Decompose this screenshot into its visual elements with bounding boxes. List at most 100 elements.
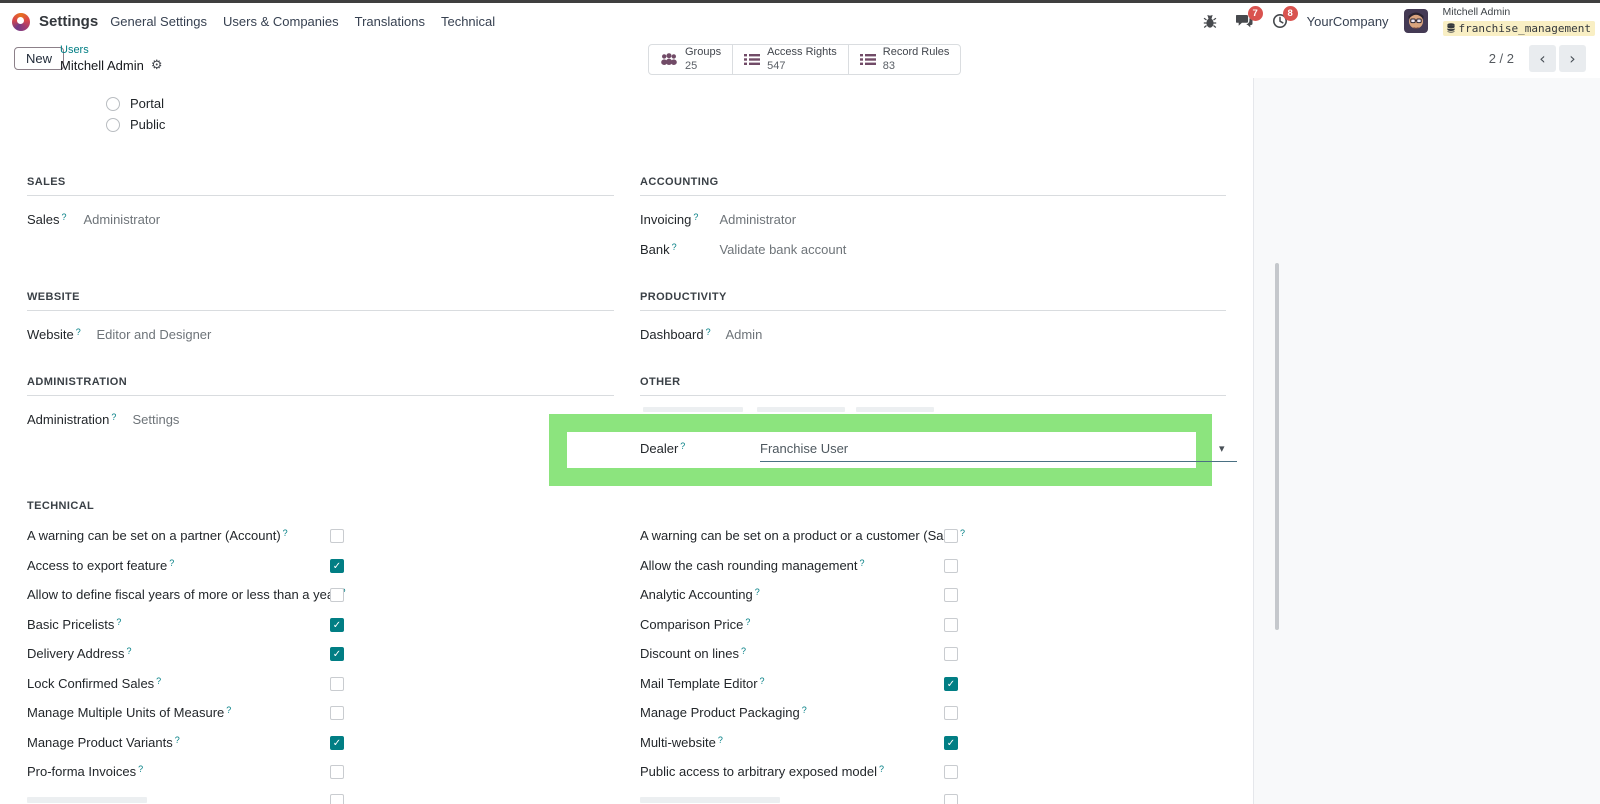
- help-marker[interactable]: ?: [116, 616, 122, 627]
- odoo-app-icon[interactable]: [12, 12, 30, 31]
- menu-general-settings[interactable]: General Settings: [110, 14, 208, 29]
- checkbox-checked[interactable]: [330, 558, 344, 573]
- section-title-other: OTHER: [640, 376, 1226, 396]
- help-marker[interactable]: ?: [693, 212, 699, 222]
- dealer-input[interactable]: Franchise User: [760, 441, 849, 456]
- help-marker[interactable]: ?: [169, 557, 175, 568]
- technical-setting-label: A warning can be set on a partner (Accou…: [27, 528, 281, 543]
- top-navbar: Settings General Settings Users & Compan…: [0, 3, 1600, 40]
- field-value[interactable]: Editor and Designer: [96, 327, 212, 342]
- vertical-scrollbar[interactable]: [1275, 263, 1279, 630]
- field-value[interactable]: Settings: [132, 412, 180, 427]
- pager-text: 2 / 2: [1488, 51, 1514, 66]
- checkbox-unchecked[interactable]: [944, 529, 958, 543]
- technical-setting-row: Manage Multiple Units of Measure?: [27, 703, 407, 723]
- help-marker[interactable]: ?: [879, 764, 885, 774]
- help-marker[interactable]: ?: [671, 242, 677, 252]
- messages-icon[interactable]: 7: [1235, 6, 1263, 30]
- technical-setting-label: Basic Pricelists: [27, 616, 115, 632]
- user-avatar[interactable]: [1403, 9, 1428, 34]
- company-switcher[interactable]: YourCompany: [1306, 13, 1389, 29]
- activities-clock-icon[interactable]: 8: [1270, 6, 1298, 30]
- help-marker[interactable]: ?: [680, 441, 686, 451]
- checkbox-unchecked[interactable]: [330, 529, 344, 543]
- stat-value: 83: [882, 59, 896, 72]
- checkbox-checked[interactable]: [330, 647, 344, 661]
- checkbox-unchecked[interactable]: [330, 588, 344, 602]
- checkbox-checked[interactable]: [330, 617, 344, 632]
- database-badge: franchise_management: [1442, 20, 1595, 36]
- user-type-option-public: Public: [106, 117, 165, 132]
- pager-next-button[interactable]: ›: [1559, 45, 1586, 72]
- checkbox-unchecked[interactable]: [944, 794, 958, 804]
- field-label: Website: [27, 327, 74, 342]
- stat-buttons: Groups 25 Access Rights 547 Record Rules…: [648, 44, 962, 75]
- help-marker[interactable]: ?: [705, 327, 711, 337]
- help-marker[interactable]: ?: [859, 557, 865, 568]
- help-marker[interactable]: ?: [138, 764, 144, 774]
- window-top-strip: [0, 0, 1600, 3]
- form-sheet: Portal Public SALES Sales? Administrator…: [0, 78, 1253, 804]
- technical-setting-label: A warning can be set on a product or a c…: [640, 528, 958, 543]
- menu-users-companies[interactable]: Users & Companies: [223, 14, 339, 29]
- section-title-administration: ADMINISTRATION: [27, 376, 614, 396]
- radio-label: Public: [130, 116, 166, 132]
- help-marker[interactable]: ?: [741, 646, 747, 656]
- help-marker[interactable]: ?: [801, 705, 807, 715]
- help-marker[interactable]: ?: [759, 675, 765, 686]
- help-marker[interactable]: ?: [717, 734, 723, 745]
- checkbox-checked[interactable]: [330, 735, 344, 750]
- breadcrumb-users-link[interactable]: Users: [60, 44, 89, 56]
- checkbox-unchecked[interactable]: [944, 588, 958, 602]
- checkbox-unchecked[interactable]: [330, 676, 344, 691]
- new-button[interactable]: New: [14, 47, 65, 70]
- technical-setting-label: Manage Multiple Units of Measure: [27, 705, 225, 720]
- debug-bug-icon[interactable]: [1200, 12, 1220, 30]
- help-marker[interactable]: ?: [156, 675, 162, 686]
- help-marker[interactable]: ?: [754, 587, 760, 597]
- checkbox-unchecked[interactable]: [944, 706, 958, 720]
- help-marker[interactable]: ?: [126, 646, 132, 656]
- content-side-background: [1253, 78, 1600, 804]
- field-value[interactable]: Administrator: [83, 212, 161, 227]
- technical-setting-row: Manage Product Packaging?: [640, 703, 1020, 723]
- gear-icon[interactable]: ⚙: [150, 58, 163, 74]
- checkbox-checked[interactable]: [944, 676, 958, 691]
- technical-setting-row: Mail Template Editor?: [640, 674, 1020, 694]
- help-marker[interactable]: ?: [111, 412, 117, 422]
- radio-portal[interactable]: [106, 96, 120, 111]
- help-marker[interactable]: ?: [282, 528, 288, 538]
- field-label: Dealer: [640, 441, 679, 456]
- stat-button-record-rules[interactable]: Record Rules 83: [847, 45, 961, 74]
- checkbox-unchecked[interactable]: [330, 706, 344, 720]
- checkbox-unchecked[interactable]: [330, 794, 344, 804]
- checkbox-checked[interactable]: [944, 735, 958, 750]
- checkbox-unchecked[interactable]: [944, 647, 958, 661]
- field-value[interactable]: Admin: [725, 327, 763, 342]
- help-marker[interactable]: ?: [745, 616, 751, 627]
- stat-button-groups[interactable]: Groups 25: [649, 45, 732, 74]
- checkbox-unchecked[interactable]: [944, 617, 958, 632]
- app-name[interactable]: Settings: [39, 13, 99, 30]
- checkbox-unchecked[interactable]: [944, 765, 958, 779]
- help-marker[interactable]: ?: [959, 528, 965, 538]
- help-marker[interactable]: ?: [75, 327, 81, 337]
- field-label: Dashboard: [640, 327, 704, 342]
- help-marker[interactable]: ?: [226, 705, 232, 715]
- user-menu[interactable]: Mitchell Admin franchise_management: [1442, 7, 1595, 36]
- menu-technical[interactable]: Technical: [440, 14, 496, 29]
- checkbox-unchecked[interactable]: [330, 765, 344, 779]
- list-icon: [744, 54, 761, 65]
- technical-setting-row: Pro-forma Invoices?: [27, 762, 407, 782]
- radio-public[interactable]: [106, 117, 120, 132]
- pager-previous-button[interactable]: ‹: [1529, 45, 1556, 72]
- chevron-down-icon[interactable]: ▾: [1219, 442, 1225, 455]
- menu-translations[interactable]: Translations: [354, 14, 425, 29]
- checkbox-unchecked[interactable]: [944, 558, 958, 573]
- field-value[interactable]: Administrator: [719, 212, 797, 227]
- field-value[interactable]: Validate bank account: [719, 242, 847, 257]
- technical-setting-label: Comparison Price: [640, 616, 744, 632]
- help-marker[interactable]: ?: [61, 212, 67, 222]
- help-marker[interactable]: ?: [174, 734, 180, 745]
- stat-button-access-rights[interactable]: Access Rights 547: [732, 45, 848, 74]
